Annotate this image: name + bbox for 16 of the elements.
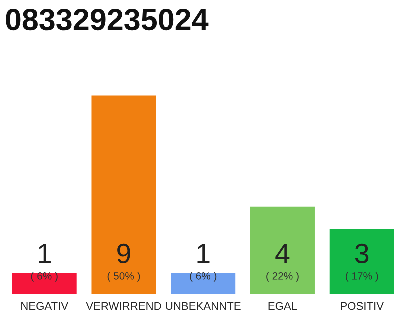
bar	[249, 205, 316, 296]
data-label: 1 ( 6% )	[31, 244, 58, 282]
data-label: 1 ( 6% )	[190, 244, 217, 282]
data-label: 4 ( 22% )	[266, 244, 299, 282]
data-label: 3 ( 17% )	[346, 244, 378, 282]
x-tick-label: POSITIV	[341, 302, 384, 310]
chart-title: 083329235024	[6, 8, 209, 31]
data-label: 9 ( 50% )	[108, 244, 140, 282]
x-tick-label: EGAL	[268, 302, 298, 310]
bar	[170, 272, 237, 296]
x-tick-label: VERWIRREND	[86, 302, 162, 310]
x-tick-label: NEGATIV	[22, 302, 69, 310]
bar	[328, 228, 396, 296]
bar	[10, 272, 78, 296]
x-tick-label: UNBEKANNTE	[166, 302, 241, 310]
bar	[90, 95, 158, 296]
